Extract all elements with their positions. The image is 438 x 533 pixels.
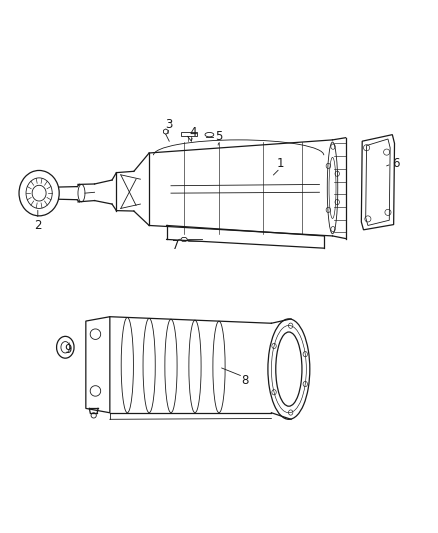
Text: 2: 2 xyxy=(34,219,42,231)
Text: 1: 1 xyxy=(276,157,284,171)
Text: 6: 6 xyxy=(392,157,399,171)
Text: 4: 4 xyxy=(189,126,197,139)
Text: 7: 7 xyxy=(172,239,179,252)
Text: 8: 8 xyxy=(241,374,249,386)
Text: 3: 3 xyxy=(165,118,173,131)
Text: 9: 9 xyxy=(65,343,72,356)
Text: 5: 5 xyxy=(215,131,223,143)
